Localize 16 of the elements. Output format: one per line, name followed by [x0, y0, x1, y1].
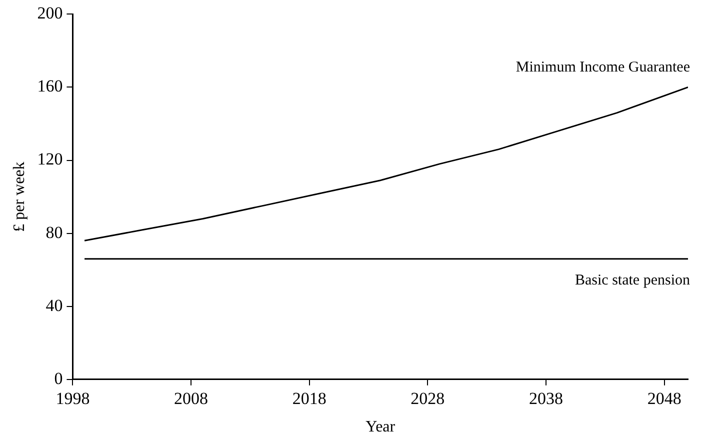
x-tick-label: 2048	[647, 389, 682, 408]
y-tick-label: 120	[37, 150, 63, 169]
x-tick-label: 1998	[56, 389, 90, 408]
y-tick-label: 0	[54, 368, 63, 388]
series-label: Minimum Income Guarantee	[516, 60, 690, 76]
y-tick-label: 40	[46, 296, 63, 315]
y-tick-label: 160	[37, 76, 63, 96]
x-tick-label: 2038	[529, 389, 564, 408]
y-axis-title: £ per week	[10, 162, 28, 232]
y-tick-label: 200	[37, 4, 63, 23]
x-tick-label: 2028	[410, 389, 445, 408]
x-axis-title: Year	[366, 418, 396, 436]
y-tick-label: 80	[46, 222, 63, 242]
x-tick-label: 2018	[292, 389, 326, 408]
series-label: Basic state pension	[575, 272, 690, 288]
x-tick-label: 2008	[174, 389, 208, 408]
